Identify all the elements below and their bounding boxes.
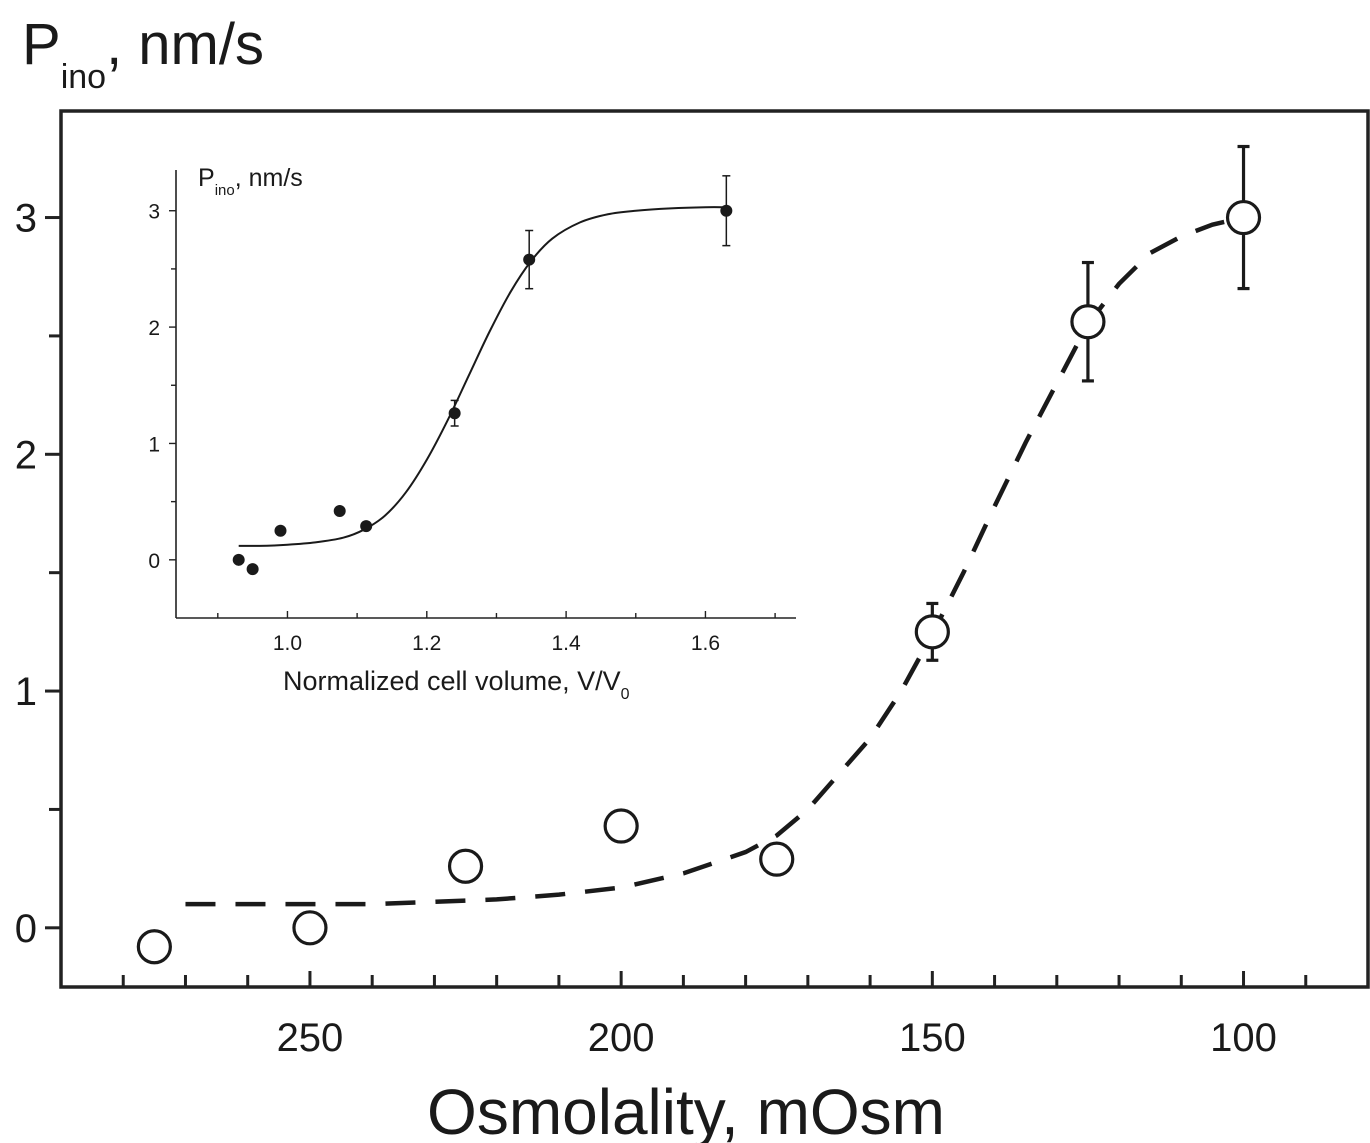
inset-data-point bbox=[448, 407, 461, 420]
main-data-point bbox=[136, 929, 172, 965]
main-x-tick-label: 150 bbox=[899, 1016, 966, 1060]
main-y-label-sub: ino bbox=[61, 58, 106, 96]
inset-x-label-main: Normalized cell volume, V/V bbox=[283, 666, 621, 696]
main-data-point bbox=[1070, 304, 1106, 340]
main-y-tick-label: 3 bbox=[15, 197, 37, 241]
main-x-axis-label: Osmolality, mOsm bbox=[427, 1076, 945, 1143]
main-x-tick-label: 100 bbox=[1210, 1016, 1277, 1060]
inset-x-label-sub: 0 bbox=[621, 686, 630, 703]
inset-x-tick-label: 1.0 bbox=[273, 632, 302, 655]
main-y-label-unit: , nm/s bbox=[106, 12, 264, 77]
inset-x-tick-label: 1.2 bbox=[412, 632, 441, 655]
inset-plot-group: 1.0 1.2 1.4 1.6 0 1 2 3 bbox=[148, 170, 796, 655]
inset-y-axis-label: Pino, nm/s bbox=[198, 164, 303, 199]
inset-data-point bbox=[720, 204, 733, 217]
inset-y-tick-label: 0 bbox=[148, 550, 160, 573]
main-x-tick-label: 250 bbox=[277, 1016, 344, 1060]
main-y-tick-label: 0 bbox=[15, 907, 37, 951]
inset-data-point bbox=[232, 553, 245, 566]
inset-y-label-sub: ino bbox=[215, 182, 235, 199]
main-data-point bbox=[759, 841, 795, 877]
inset-fit-curve bbox=[238, 206, 727, 547]
inset-data-point bbox=[523, 253, 536, 266]
main-y-tick-label: 2 bbox=[15, 433, 37, 477]
inset-y-label-main: P bbox=[198, 164, 215, 192]
inset-data-point bbox=[333, 504, 346, 517]
inset-x-tick-label: 1.6 bbox=[691, 632, 720, 655]
inset-x-axis-label: Normalized cell volume, V/V0 bbox=[283, 666, 630, 703]
main-fit-curve bbox=[185, 215, 1245, 907]
main-y-axis-label: Pino, nm/s bbox=[22, 12, 264, 96]
inset-data-point bbox=[360, 520, 373, 533]
inset-data-point bbox=[246, 563, 259, 576]
main-data-point bbox=[292, 910, 328, 946]
inset-data-point bbox=[274, 524, 287, 537]
inset-y-label-unit: , nm/s bbox=[235, 164, 303, 192]
inset-x-tick-label: 1.4 bbox=[552, 632, 582, 655]
main-y-label-main: P bbox=[22, 12, 61, 77]
main-data-point bbox=[914, 614, 950, 650]
inset-y-tick-label: 1 bbox=[148, 433, 160, 456]
main-plot-frame bbox=[59, 109, 1370, 989]
main-data-point bbox=[1225, 199, 1262, 236]
main-data-point bbox=[603, 808, 639, 844]
main-x-tick-label: 200 bbox=[588, 1016, 655, 1060]
inset-y-tick-label: 2 bbox=[148, 317, 160, 340]
inset-y-tick-label: 3 bbox=[148, 201, 160, 224]
main-y-tick-label: 1 bbox=[15, 670, 37, 714]
main-data-point bbox=[447, 848, 484, 884]
